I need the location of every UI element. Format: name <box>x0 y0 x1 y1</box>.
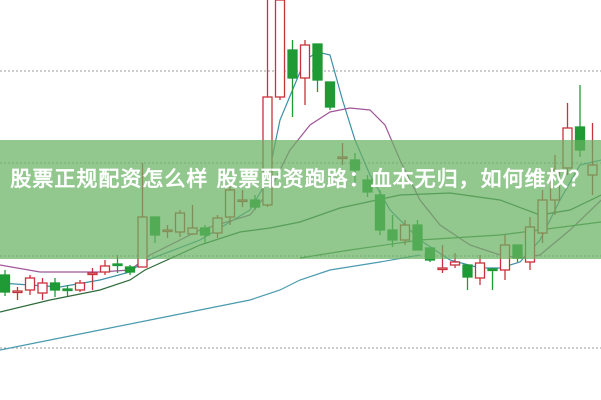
candle-down <box>0 270 11 296</box>
candle-down <box>324 81 336 110</box>
candle-down <box>49 278 61 297</box>
candle-body <box>0 274 11 293</box>
candle-body <box>462 264 473 278</box>
candle-down <box>462 264 473 290</box>
candle-up <box>274 0 286 100</box>
candle-up <box>24 275 36 295</box>
moving-average-line <box>0 254 421 351</box>
candle-body <box>437 267 448 271</box>
candle-up <box>74 280 86 292</box>
candle-up <box>87 268 98 290</box>
candle-body <box>12 290 23 294</box>
candle-body <box>474 262 486 279</box>
candle-up <box>474 255 486 285</box>
candle-down <box>124 265 136 275</box>
candle-down <box>487 268 498 290</box>
candle-body <box>324 81 336 108</box>
candle-up <box>37 278 48 300</box>
candle-up <box>99 260 111 275</box>
candle-body <box>49 282 61 291</box>
candle-down <box>287 40 298 117</box>
candle-body <box>274 0 286 98</box>
candle-body <box>74 282 86 291</box>
candle-up <box>299 40 311 105</box>
candle-up <box>12 287 23 300</box>
candle-body <box>312 43 323 81</box>
title-banner <box>0 140 601 259</box>
candle-body <box>299 44 311 79</box>
candle-down <box>312 43 323 92</box>
candle-body <box>37 282 48 294</box>
candle-body <box>124 266 136 273</box>
candle-body <box>99 265 111 273</box>
candle-body <box>449 261 461 266</box>
candle-body <box>24 277 36 291</box>
candle-body <box>62 288 73 292</box>
candle-body <box>487 268 498 272</box>
candle-body <box>287 49 298 79</box>
candle-down <box>62 285 73 296</box>
candle-body <box>87 272 98 276</box>
article-title: 股票正规配资怎么样 股票配资跑路：血本无归，如何维权？ <box>10 167 591 191</box>
candle-body <box>112 263 123 267</box>
